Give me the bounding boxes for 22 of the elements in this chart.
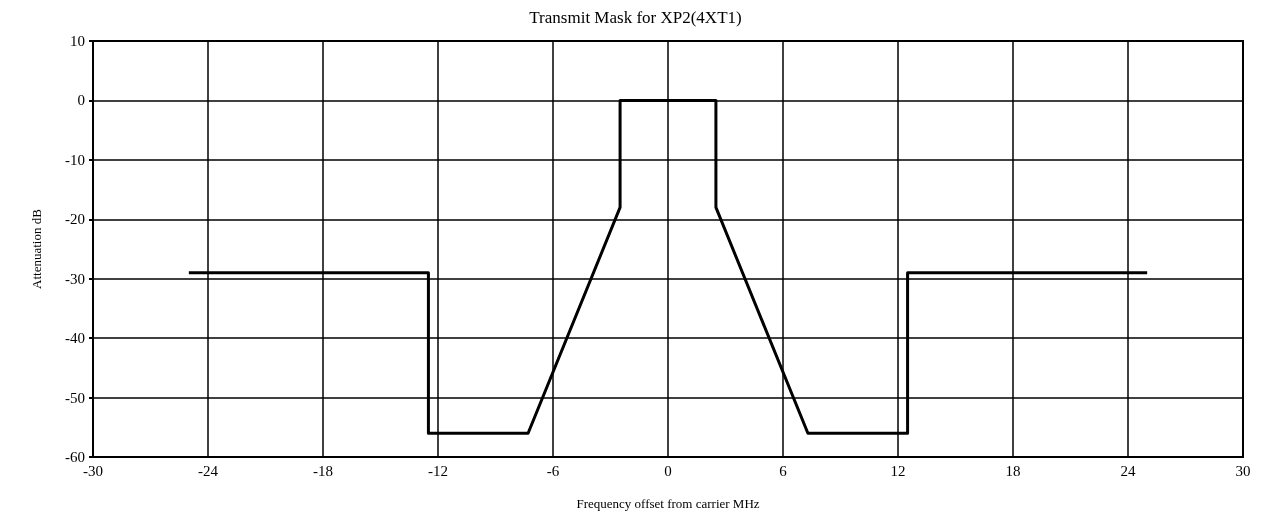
x-tick-label: 0 [664,462,672,479]
y-tick-label: 0 [77,92,85,109]
y-tick-label: -10 [65,151,85,168]
x-tick-label: -24 [198,462,219,479]
x-tick-label: 6 [779,462,788,479]
chart-title: Transmit Mask for XP2(4XT1) [529,8,742,27]
x-tick-label: 24 [1120,462,1136,479]
y-tick-label: -30 [65,270,85,287]
x-tick-label: 30 [1235,462,1251,479]
y-axis-title: Attenuation dB [29,208,44,289]
x-tick-label: -18 [313,462,333,479]
x-tick-label: 12 [890,462,906,479]
y-tick-label: -40 [65,330,85,347]
y-tick-label: 10 [70,33,85,49]
x-tick-label: -12 [428,462,448,479]
y-tick-label: -60 [65,449,85,465]
x-tick-label: -6 [546,462,560,479]
y-tick-label: -50 [65,389,85,406]
y-tick-label: -20 [65,211,85,228]
x-tick-label: 18 [1005,462,1021,479]
x-tick-label: -30 [83,462,103,479]
x-axis-title: Frequency offset from carrier MHz [576,496,760,511]
